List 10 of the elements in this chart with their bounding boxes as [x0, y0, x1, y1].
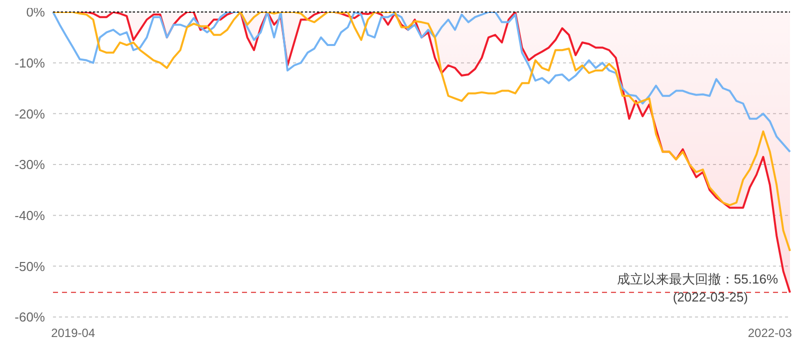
y-tick-label: -30%	[14, 157, 46, 172]
x-tick-label: 2019-04	[51, 326, 96, 340]
y-tick-label: -20%	[14, 106, 46, 122]
y-tick-label: -50%	[14, 258, 46, 274]
y-tick-label: -10%	[14, 55, 46, 70]
x-tick-label: 2022-03	[748, 326, 792, 340]
ref-line-label: 成立以来最大回撤：55.16% (2022-03-25)	[616, 271, 778, 304]
line-series	[52, 12, 791, 153]
y-tick-label: -60%	[14, 310, 46, 325]
y-tick-label: -40%	[14, 208, 46, 223]
